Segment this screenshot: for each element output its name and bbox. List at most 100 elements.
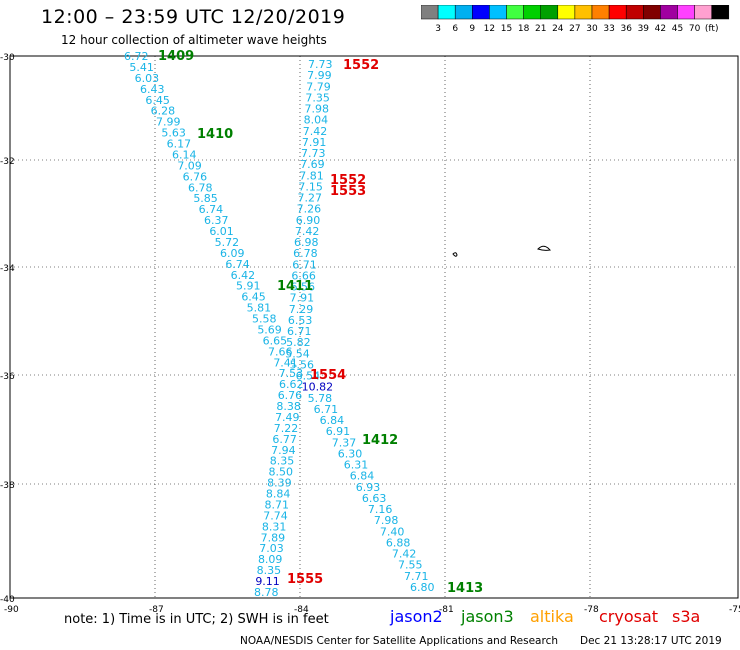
left-track-value: 8.84 [266,488,291,501]
left-track-value: 6.28 [151,105,176,118]
legend-label: 15 [501,24,512,34]
left-track-value: 8.35 [270,455,295,468]
left-track-value: 6.45 [241,291,265,304]
pass-time-label: 1412 [362,433,398,448]
legend-label: 6 [452,24,458,34]
map-frame [9,55,739,599]
middle-track-value: 5.56 [290,358,315,371]
pass-time-label: 1554 [310,368,346,383]
middle-track-value: 7.35 [305,91,330,104]
note-text: note: 1) Time is in UTC; 2) SWH is in fe… [64,612,329,627]
left-track-value: 7.89 [261,531,286,544]
middle-track-value: 7.55 [398,559,423,572]
left-track-value: 7.99 [156,116,181,129]
middle-track-value: 6.78 [293,247,318,260]
middle-track-value: 7.40 [380,525,405,538]
middle-track-value: 7.73 [308,58,333,71]
legend-label: 45 [672,24,683,34]
left-track-value: 8.35 [257,564,282,577]
legend-label: 21 [535,24,546,34]
lon-label: -90 [4,605,19,615]
sat-label-cryosat: cryosat [599,607,659,626]
left-track-value: 6.74 [225,258,250,271]
middle-track-value: 6.90 [296,214,321,227]
legend-label: 33 [603,24,614,34]
lat-label: -30 [0,53,15,63]
pass-time-label: 1413 [447,581,483,596]
left-track-value: 6.01 [209,225,234,238]
left-track-value: 6.72 [124,50,149,63]
pass-time-label: 1410 [197,127,233,142]
lat-label: -40 [0,595,15,605]
middle-track-value: 7.69 [300,158,325,171]
left-track-value: 5.91 [236,280,261,293]
sat-label-altika: altika [530,607,574,626]
left-track-value: 8.78 [254,586,279,599]
sat-label-jason2: jason2 [390,607,443,626]
legend-label: 9 [469,24,475,34]
sat-label-jason3: jason3 [461,607,514,626]
left-track-value: 6.17 [167,138,192,151]
middle-track-value: 6.93 [356,481,381,494]
middle-track-value: 6.71 [287,325,312,338]
middle-track-value: 6.66 [291,269,316,282]
middle-track-value: 6.98 [294,236,319,249]
left-track-value: 5.69 [257,323,282,336]
middle-track-value: 7.91 [302,136,327,149]
left-track-value: 5.58 [252,313,277,326]
left-track-value: 6.76 [278,389,303,402]
color-scale-legend: 3 6 9 12 15 18 21 24 27 30 33 36 39 42 45 70 (ft) [421,5,730,34]
left-track-value: 6.62 [279,378,304,391]
legend-swatch [711,5,730,20]
left-track-value: 7.41 [273,356,298,369]
left-track-value: 5.81 [247,302,271,315]
pass-time-label: 1409 [158,49,194,64]
middle-track-value: 7.91 [290,292,315,305]
middle-track-value: 7.73 [301,147,326,160]
middle-track-value: 6.80 [410,581,435,594]
map-title: 12:00 – 23:59 UTC 12/20/2019 [41,6,346,28]
middle-track-value: 7.27 [297,192,322,205]
lon-label: -75 [729,605,740,615]
legend-label: 39 [638,24,650,34]
legend-label: 42 [655,24,666,34]
left-track-value: 7.74 [263,509,288,522]
left-track-value: 7.94 [271,444,296,457]
legend-label: 36 [620,24,632,34]
legend-label: (ft) [705,24,719,34]
lat-label: -34 [0,264,15,274]
middle-track-value: 6.84 [320,414,345,427]
left-track-value: 6.78 [188,181,213,194]
lat-label: -32 [0,157,15,167]
left-track-value: 5.85 [193,192,218,205]
left-track-value: 6.77 [272,433,297,446]
legend-label: 30 [586,24,598,34]
middle-track-value: 7.81 [299,169,324,182]
legend-label: 70 [689,24,701,34]
middle-track-value: 7.15 [298,180,323,193]
left-track-value: 7.03 [259,542,284,555]
left-track-value: 8.50 [268,466,293,479]
middle-track-value: 6.84 [350,470,375,483]
middle-track-value: 6.54 [296,370,321,383]
legend-label: 18 [518,24,530,34]
middle-track-value: 6.53 [288,314,313,327]
lon-label: -78 [584,605,599,615]
middle-track-value: 6.71 [314,403,339,416]
legend-label: 3 [435,24,441,34]
left-track-value: 6.43 [140,83,165,96]
legend-label: 24 [552,24,564,34]
island-outline [537,245,552,251]
legend-label: 12 [484,24,495,34]
left-track-value: 7.53 [279,367,304,380]
left-track-value: 5.72 [215,236,240,249]
left-track-value: 6.37 [204,214,229,227]
pass-time-label: 1555 [287,572,323,587]
left-track-value: 8.09 [258,553,283,566]
middle-track-value: 8.04 [304,114,329,127]
pass-time-label: 1552 [330,173,366,188]
left-track-value: 6.42 [231,269,256,282]
left-track-value: 6.14 [172,148,197,161]
legend-label: 27 [569,24,580,34]
